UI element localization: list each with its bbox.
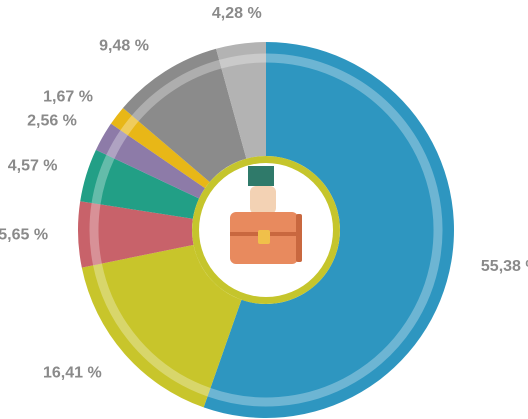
value-label: 4,28 % [212, 5, 262, 22]
center-icon [192, 156, 340, 304]
value-label: 1,67 % [43, 89, 93, 106]
value-label: 5,65 % [0, 226, 48, 243]
chart: 55,38 % 16,41 % 5,65 % 4,57 % 2,56 % 1,67 % 9,… [0, 0, 528, 419]
value-label: 55,38 % [481, 258, 528, 275]
value-label: 4,57 % [8, 157, 58, 174]
slice-highlight [94, 204, 97, 265]
value-label: 9,48 % [99, 37, 149, 54]
value-label: 16,41 % [43, 365, 102, 382]
value-label: 2,56 % [27, 113, 77, 130]
